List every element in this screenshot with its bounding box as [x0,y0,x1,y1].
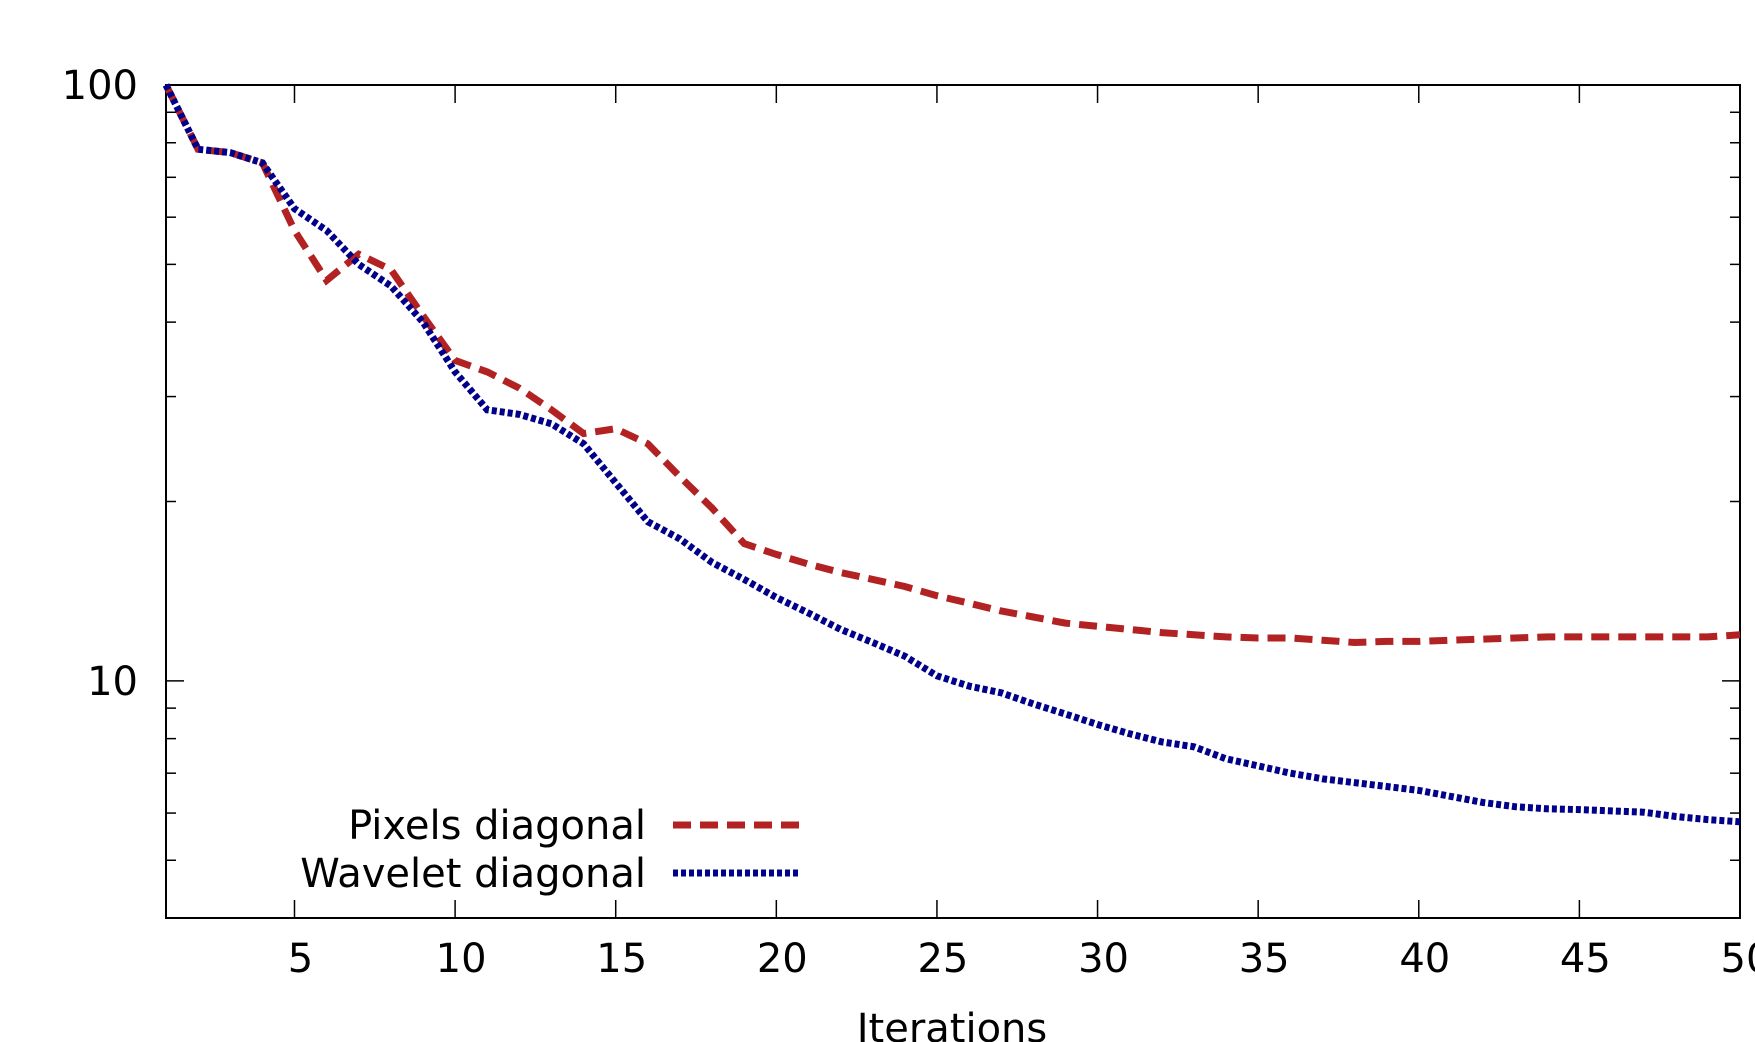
series-lines [162,83,1741,826]
legend-label: Wavelet diagonal [300,851,646,897]
legend-label: Pixels diagonal [348,803,646,849]
x-tick-label: 45 [1560,936,1611,982]
x-tick-label: 15 [596,936,647,982]
x-tick-label: 20 [757,936,808,982]
x-axis-title: Iterations [857,1006,1048,1042]
tick-labels: 5 10 15 20 25 30 35 40 45 50 10 100 [62,63,1755,982]
x-tick-label: 25 [917,936,968,982]
y-tick-label: 10 [87,659,138,705]
x-tick-label: 30 [1078,936,1129,982]
x-tick-label: 10 [436,936,487,982]
pixels-diagonal-line [162,83,1741,647]
x-tick-label: 5 [288,936,313,982]
x-tick-label: 40 [1399,936,1450,982]
y-tick-label: 100 [62,63,138,109]
x-tick-label: 35 [1239,936,1290,982]
plot-frame [165,84,1741,919]
plot-area-border [165,84,1741,919]
axis-ticks [166,84,1741,919]
wavelet-diagonal-line [162,83,1741,826]
x-tick-label: 50 [1721,936,1755,982]
